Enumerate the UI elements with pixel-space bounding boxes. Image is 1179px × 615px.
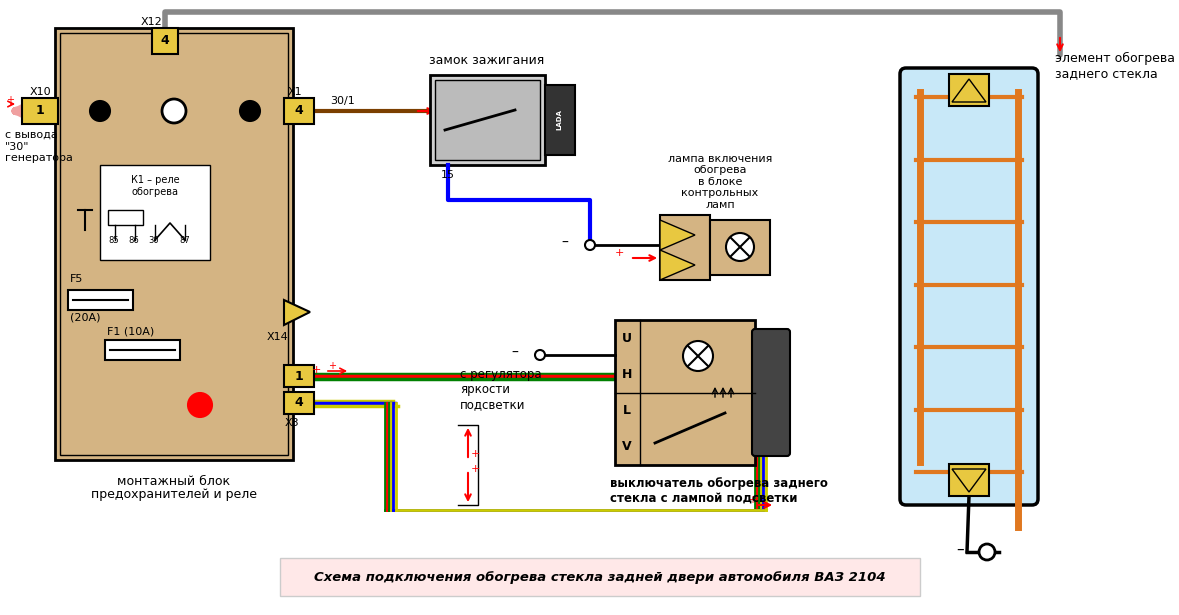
Text: замок зажигания: замок зажигания: [429, 54, 545, 67]
Bar: [55, 28, 294, 460]
Text: 87: 87: [179, 236, 190, 245]
Text: 30: 30: [149, 236, 159, 245]
Polygon shape: [660, 250, 694, 280]
Circle shape: [979, 544, 995, 560]
Text: лампа включения
обогрева
в блоке
контрольных
ламп: лампа включения обогрева в блоке контрол…: [667, 154, 772, 210]
Text: –: –: [512, 346, 519, 360]
Text: предохранителей и реле: предохранителей и реле: [91, 488, 257, 501]
Polygon shape: [660, 220, 694, 250]
Bar: [105, 340, 180, 360]
Text: F5: F5: [70, 274, 84, 284]
Polygon shape: [951, 79, 986, 102]
Text: 1: 1: [35, 105, 45, 117]
Text: H: H: [621, 368, 632, 381]
Circle shape: [726, 233, 755, 261]
Text: –: –: [956, 541, 964, 557]
Bar: [755, 332, 788, 453]
Text: К1 – реле
обогрева: К1 – реле обогрева: [131, 175, 179, 197]
Text: 85: 85: [108, 236, 119, 245]
Text: с вывода
"30"
генератора: с вывода "30" генератора: [5, 130, 73, 163]
Text: U: U: [623, 331, 632, 344]
Text: элемент обогрева
заднего стекла: элемент обогрева заднего стекла: [1055, 52, 1175, 80]
Text: +: +: [328, 361, 336, 371]
Text: X10: X10: [29, 87, 51, 97]
Bar: [615, 320, 755, 465]
Circle shape: [683, 341, 713, 371]
FancyBboxPatch shape: [752, 329, 790, 456]
Text: X12: X12: [141, 17, 163, 27]
Polygon shape: [284, 300, 310, 325]
Circle shape: [241, 101, 261, 121]
Text: с регулятора
яркости
подсветки: с регулятора яркости подсветки: [460, 368, 541, 411]
Bar: [949, 74, 989, 106]
Text: 4: 4: [160, 34, 170, 47]
Polygon shape: [951, 469, 986, 492]
Text: 86: 86: [129, 236, 139, 245]
Text: F1 (10А): F1 (10А): [107, 327, 154, 337]
Text: +: +: [6, 95, 14, 105]
Circle shape: [162, 99, 186, 123]
Circle shape: [535, 350, 545, 360]
Text: LADA: LADA: [556, 109, 562, 130]
Text: V: V: [623, 440, 632, 453]
Text: +: +: [470, 464, 480, 474]
Circle shape: [585, 240, 595, 250]
Bar: [545, 85, 575, 155]
Text: 1: 1: [295, 370, 303, 383]
Bar: [22, 98, 58, 124]
Text: 4: 4: [295, 397, 303, 410]
Text: +: +: [470, 449, 480, 459]
Bar: [152, 28, 178, 54]
Text: +: +: [747, 495, 756, 505]
Text: +: +: [615, 248, 625, 258]
Bar: [108, 210, 143, 225]
Bar: [68, 290, 133, 310]
Text: L: L: [623, 404, 631, 417]
Text: 4: 4: [295, 105, 303, 117]
Circle shape: [90, 101, 110, 121]
Bar: [660, 215, 710, 280]
Text: Схема подключения обогрева стекла задней двери автомобиля ВАЗ 2104: Схема подключения обогрева стекла задней…: [314, 571, 885, 584]
Bar: [430, 75, 545, 165]
Text: X3: X3: [285, 418, 299, 428]
Text: X1: X1: [288, 87, 302, 97]
Bar: [435, 80, 540, 160]
Bar: [284, 98, 314, 124]
Bar: [949, 464, 989, 496]
Text: +: +: [312, 365, 322, 375]
Bar: [279, 558, 920, 596]
Bar: [60, 33, 288, 455]
Circle shape: [187, 393, 212, 417]
Text: 30/1: 30/1: [330, 96, 355, 106]
Bar: [284, 365, 314, 387]
Text: 15: 15: [441, 170, 455, 180]
Bar: [284, 392, 314, 414]
Text: монтажный блок: монтажный блок: [118, 475, 231, 488]
Text: выключатель обогрева заднего
стекла с лампой подсветки: выключатель обогрева заднего стекла с ла…: [610, 477, 828, 505]
Text: –: –: [561, 236, 568, 250]
Bar: [100, 165, 210, 260]
Text: (20А): (20А): [70, 313, 100, 323]
Bar: [710, 220, 770, 275]
Text: X14: X14: [268, 332, 289, 342]
FancyBboxPatch shape: [900, 68, 1038, 505]
